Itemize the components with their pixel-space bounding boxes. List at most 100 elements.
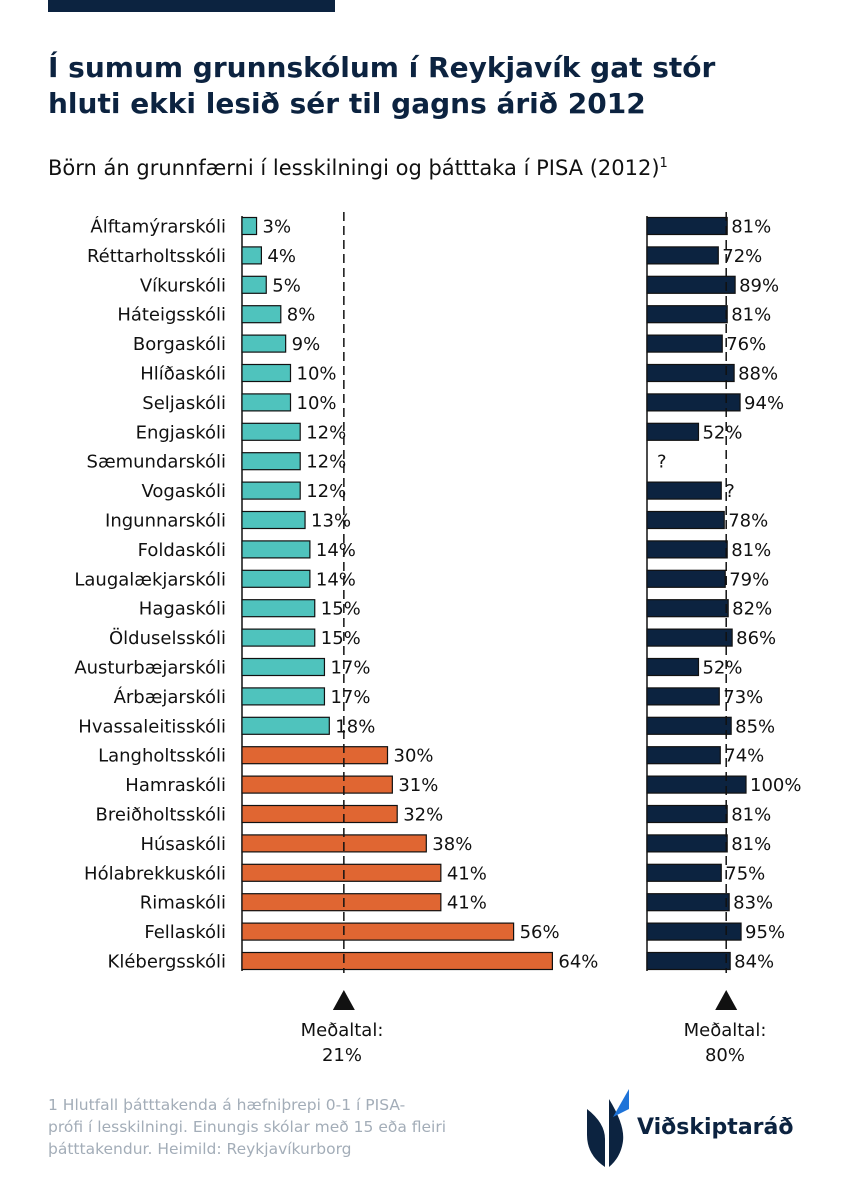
left-bar [241, 628, 316, 647]
category-label: Ingunnarskóli [105, 511, 226, 532]
left-bar [241, 863, 442, 882]
left-average-caption: Meðaltal: [300, 1020, 384, 1041]
left-value-label: 15% [321, 628, 361, 649]
vidskiptarad-logo: Viðskiptaráð [585, 1085, 825, 1171]
category-label: Hólabrekkuskóli [84, 863, 226, 884]
right-bar [646, 422, 700, 441]
left-bar [241, 599, 316, 618]
right-value-label: 81% [731, 540, 771, 561]
right-value-label: 72% [722, 246, 762, 267]
category-label: Réttarholtsskóli [87, 246, 226, 267]
category-label: Klébergsskóli [108, 952, 226, 973]
left-value-label: 4% [267, 246, 296, 267]
left-average-marker-icon [332, 990, 355, 1010]
category-label: Vogaskóli [141, 481, 226, 502]
right-average-marker-icon [715, 990, 738, 1010]
left-bar [241, 540, 311, 559]
left-average-value: 21% [321, 1045, 362, 1066]
right-value-label: 52% [702, 658, 742, 679]
right-bar [646, 569, 726, 588]
left-bar [241, 393, 292, 412]
left-bar [241, 246, 262, 265]
chart-subtitle: Börn án grunnfærni í lesskilningi og þát… [48, 150, 668, 182]
right-average-value: 80% [704, 1045, 745, 1066]
left-bar [241, 657, 326, 677]
left-bar [241, 305, 282, 324]
left-bar [241, 746, 389, 765]
top-accent-bar [48, 0, 335, 12]
left-bar [241, 687, 326, 706]
category-label: Hagaskóli [139, 599, 226, 620]
right-bar [646, 746, 721, 765]
left-value-label: 32% [403, 805, 443, 826]
right-bar [646, 393, 741, 412]
right-bar [646, 834, 728, 853]
right-bar [646, 334, 723, 353]
title-line-2: hluti ekki lesið sér til gagns árið 2012 [48, 87, 646, 120]
category-label: Álftamýrarskóli [90, 216, 226, 238]
right-bar [646, 481, 722, 500]
category-label: Háteigsskóli [117, 305, 226, 326]
right-average-caption: Meðaltal: [683, 1020, 767, 1041]
right-value-label: 76% [726, 334, 766, 355]
subtitle-footnote-marker: 1 [659, 156, 668, 171]
category-label: Ölduselsskóli [109, 627, 226, 649]
left-bar [241, 334, 287, 353]
right-value-label: 85% [735, 716, 775, 737]
left-bar [241, 716, 330, 735]
category-label: Breiðholtsskóli [96, 805, 226, 826]
category-label: Hvassaleitisskóli [78, 716, 226, 737]
logo-mark-icon [587, 1089, 629, 1167]
right-value-label: 81% [731, 805, 771, 826]
left-bar [241, 804, 398, 824]
left-bar [241, 363, 292, 383]
right-value-label: 81% [731, 217, 771, 238]
left-value-label: 12% [306, 452, 346, 473]
footnote-line-1: 1 Hlutfall þátttakenda á hæfniþrepi 0-1 … [48, 1096, 406, 1114]
left-bar [241, 569, 311, 588]
footnote-line-2: prófi í lesskilningi. Einungis skólar me… [48, 1118, 447, 1136]
left-bar [241, 422, 301, 441]
right-bar [646, 687, 720, 706]
left-average-label: Meðaltal: 21% [262, 1018, 422, 1068]
category-label: Langholtsskóli [98, 746, 226, 767]
right-bar [646, 657, 700, 677]
left-value-label: 41% [447, 893, 487, 914]
right-bar [646, 363, 735, 383]
right-value-label: 79% [729, 569, 769, 590]
right-value-label: 95% [745, 922, 785, 943]
category-label: Sæmundarskóli [87, 452, 226, 473]
left-bar [241, 951, 553, 971]
right-bar [646, 951, 731, 971]
left-value-label: 8% [287, 305, 316, 326]
left-value-label: 30% [394, 746, 434, 767]
left-bar [241, 481, 301, 500]
right-value-label: 81% [731, 834, 771, 855]
title-line-1: Í sumum grunnskólum í Reykjavík gat stór [48, 51, 716, 84]
left-value-label: 3% [263, 217, 292, 238]
left-value-label: 64% [558, 952, 598, 973]
right-value-label: 73% [723, 687, 763, 708]
right-value-label: 88% [738, 364, 778, 385]
left-bar [241, 834, 427, 853]
left-value-label: 14% [316, 540, 356, 561]
right-bar [646, 922, 742, 941]
footnote-line-3: þátttakendur. Heimild: Reykjavíkurborg [48, 1140, 352, 1158]
right-value-label: 86% [736, 628, 776, 649]
right-bar [646, 863, 722, 882]
right-value-label: 100% [750, 775, 801, 796]
category-label: Hamraskóli [125, 775, 226, 796]
left-value-label: 12% [306, 422, 346, 443]
category-label: Víkurskóli [140, 275, 226, 296]
left-value-label: 17% [330, 687, 370, 708]
left-bar [241, 452, 301, 471]
category-label: Rimaskóli [140, 893, 226, 914]
right-bar [646, 599, 729, 618]
category-label: Húsaskóli [140, 834, 226, 855]
left-value-label: 13% [311, 511, 351, 532]
left-bar [241, 893, 442, 912]
right-value-label: 75% [725, 863, 765, 884]
left-bar [241, 216, 258, 236]
left-value-label: 41% [447, 863, 487, 884]
